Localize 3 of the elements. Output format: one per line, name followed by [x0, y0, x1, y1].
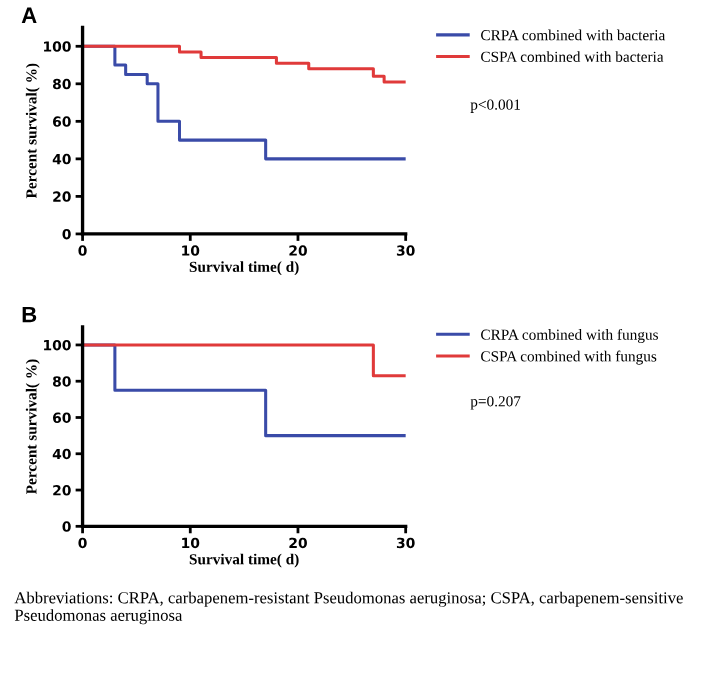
- text: Abbreviations: CRPA, carbapenem-resistant Pseudomonas aeruginosa; CSPA, carbapenem-sensitive Pseudomonas aeruginosa: [14, 591, 683, 625]
- chart-title: A: [21, 7, 37, 23]
- chart-title: B: [22, 306, 37, 323]
